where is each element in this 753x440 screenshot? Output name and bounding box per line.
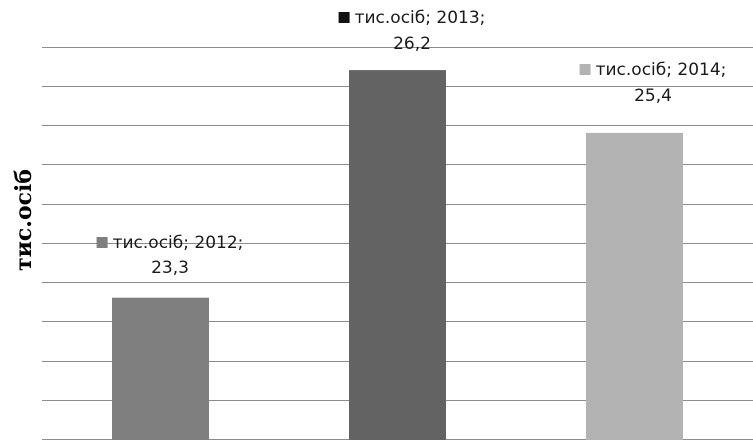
data-value-2013: 26,2 — [393, 34, 431, 54]
data-label-2013: тис.осіб; 2013; — [355, 8, 486, 28]
bar-2013 — [349, 70, 446, 440]
data-value-2014: 25,4 — [634, 86, 672, 106]
data-label-2014: тис.осіб; 2014; — [596, 60, 727, 80]
bar-2012 — [112, 297, 209, 440]
bars — [112, 70, 683, 440]
data-labels: тис.осіб; 2012; 23,3 тис.осіб; 2013; 26,2 ти… — [96, 8, 727, 278]
legend-key-2013 — [338, 12, 350, 23]
legend-key-2012 — [96, 237, 108, 248]
data-label-2012: тис.осіб; 2012; — [113, 233, 244, 253]
bar-2014 — [586, 132, 683, 440]
legend-key-2014 — [579, 64, 591, 75]
data-value-2012: 23,3 — [151, 258, 189, 278]
